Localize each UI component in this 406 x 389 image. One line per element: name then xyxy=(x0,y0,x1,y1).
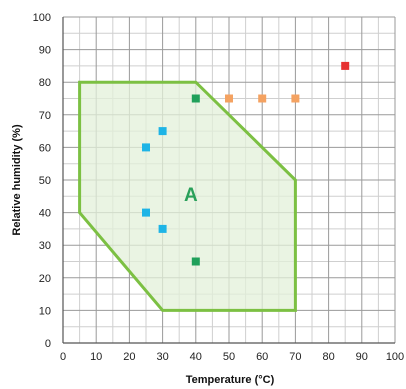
x-tick-label: 10 xyxy=(90,351,102,363)
data-point xyxy=(142,143,150,152)
x-tick-labels: 0 10 20 30 40 50 60 70 80 90 100 xyxy=(60,351,404,363)
x-tick-label: 0 xyxy=(60,351,66,363)
y-tick-label: 10 xyxy=(39,305,51,317)
y-tick-label: 20 xyxy=(39,273,51,285)
x-tick-label: 90 xyxy=(356,351,368,363)
x-tick-label: 60 xyxy=(256,351,268,363)
data-point xyxy=(258,94,267,103)
y-tick-label: 100 xyxy=(33,12,51,24)
x-tick-label: 30 xyxy=(156,351,168,363)
y-tick-label: 60 xyxy=(39,142,51,154)
y-tick-label: 40 xyxy=(39,208,51,220)
axes xyxy=(62,17,395,344)
data-point xyxy=(142,208,150,217)
region-a-label: A xyxy=(184,185,198,206)
y-tick-label: 90 xyxy=(39,45,51,57)
x-tick-label: 100 xyxy=(386,351,404,363)
y-tick-labels: 0 10 20 30 40 50 60 70 80 90 100 xyxy=(33,12,51,350)
data-point xyxy=(158,224,167,233)
y-axis-title: Relative humidity (%) xyxy=(11,124,23,236)
x-tick-label: 70 xyxy=(289,351,301,363)
points-layer xyxy=(142,61,350,266)
data-point xyxy=(341,61,350,70)
data-point xyxy=(291,94,300,103)
y-tick-label: 70 xyxy=(39,110,51,122)
x-axis-title: Temperature (°C) xyxy=(186,374,275,386)
data-point xyxy=(158,127,167,136)
data-point xyxy=(191,257,200,266)
x-tick-label: 50 xyxy=(223,351,235,363)
x-tick-label: 20 xyxy=(123,351,135,363)
data-point xyxy=(191,94,200,103)
y-tick-label: 80 xyxy=(39,77,51,89)
y-tick-label: 0 xyxy=(45,338,51,350)
x-tick-label: 80 xyxy=(322,351,334,363)
y-tick-label: 30 xyxy=(39,240,51,252)
region-a-polygon xyxy=(78,80,297,312)
x-tick-label: 40 xyxy=(190,351,202,363)
region-layer: A xyxy=(78,80,297,312)
y-tick-label: 50 xyxy=(39,175,51,187)
data-point xyxy=(225,94,233,103)
